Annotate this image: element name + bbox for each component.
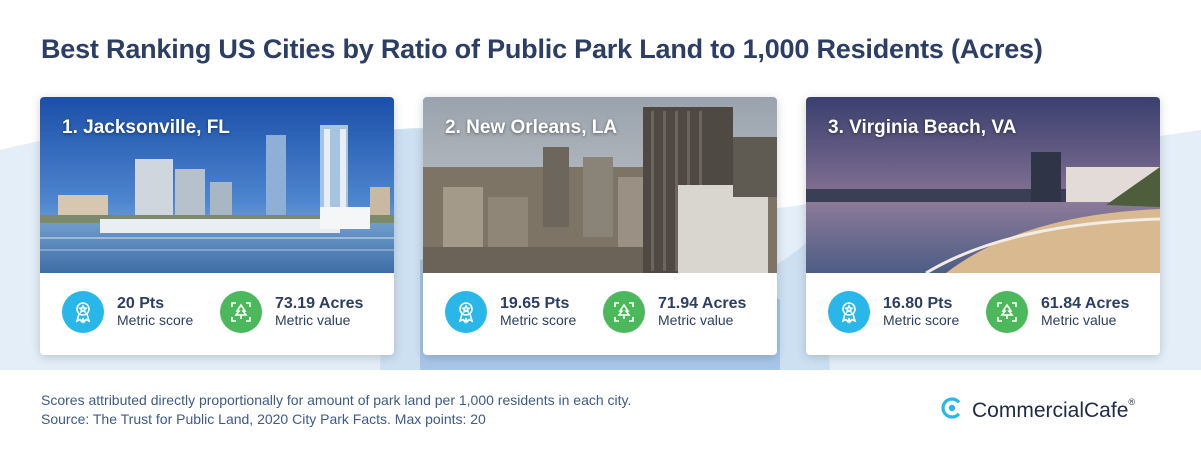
metric-value: 71.94 Acres Metric value <box>603 284 746 340</box>
metric-label: Metric value <box>1041 312 1117 328</box>
tree-frame-icon <box>986 291 1028 333</box>
award-ribbon-icon <box>62 291 104 333</box>
city-card-jacksonville: 1. Jacksonville, FL 20 Pts Metric score … <box>40 97 394 355</box>
metric-label: Metric value <box>658 312 734 328</box>
city-photo-jacksonville <box>40 97 394 273</box>
source-line: Source: The Trust for Public Land, 2020 … <box>41 411 486 427</box>
city-card-new-orleans: 2. New Orleans, LA 19.65 Pts Metric scor… <box>423 97 777 355</box>
score-label: Metric score <box>883 312 960 328</box>
metric-value: 73.19 Acres Metric value <box>220 284 363 340</box>
metric-score: 16.80 Pts Metric score <box>828 284 959 340</box>
city-name: 1. Jacksonville, FL <box>62 117 230 138</box>
award-ribbon-icon <box>445 291 487 333</box>
registered-mark: ® <box>1128 396 1136 407</box>
footnote-line: Scores attributed directly proportionall… <box>41 392 632 408</box>
page-title: Best Ranking US Cities by Ratio of Publi… <box>41 34 1043 64</box>
tree-frame-icon <box>220 291 262 333</box>
metric-amount: 73.19 Acres <box>275 295 364 312</box>
metric-label: Metric value <box>275 312 351 328</box>
brand-logo: CommercialCafe® <box>940 396 1135 425</box>
metric-score: 19.65 Pts Metric score <box>445 284 576 340</box>
city-photo-virginia-beach <box>806 97 1160 273</box>
metric-amount: 71.94 Acres <box>658 295 747 312</box>
score-value: 20 Pts <box>117 295 165 312</box>
city-name: 2. New Orleans, LA <box>445 117 618 138</box>
award-ribbon-icon <box>828 291 870 333</box>
brand-name: CommercialCafe® <box>972 396 1136 422</box>
metric-amount: 61.84 Acres <box>1041 295 1130 312</box>
footnote: Scores attributed directly proportionall… <box>41 391 631 429</box>
commercialcafe-logo-icon <box>940 396 964 425</box>
metric-value: 61.84 Acres Metric value <box>986 284 1129 340</box>
score-label: Metric score <box>117 312 194 328</box>
score-label: Metric score <box>500 312 577 328</box>
city-name: 3. Virginia Beach, VA <box>828 117 1017 138</box>
score-value: 19.65 Pts <box>500 295 570 312</box>
metric-score: 20 Pts Metric score <box>62 284 193 340</box>
tree-frame-icon <box>603 291 645 333</box>
city-card-virginia-beach: 3. Virginia Beach, VA 16.80 Pts Metric s… <box>806 97 1160 355</box>
city-photo-new-orleans <box>423 97 777 273</box>
score-value: 16.80 Pts <box>883 295 953 312</box>
